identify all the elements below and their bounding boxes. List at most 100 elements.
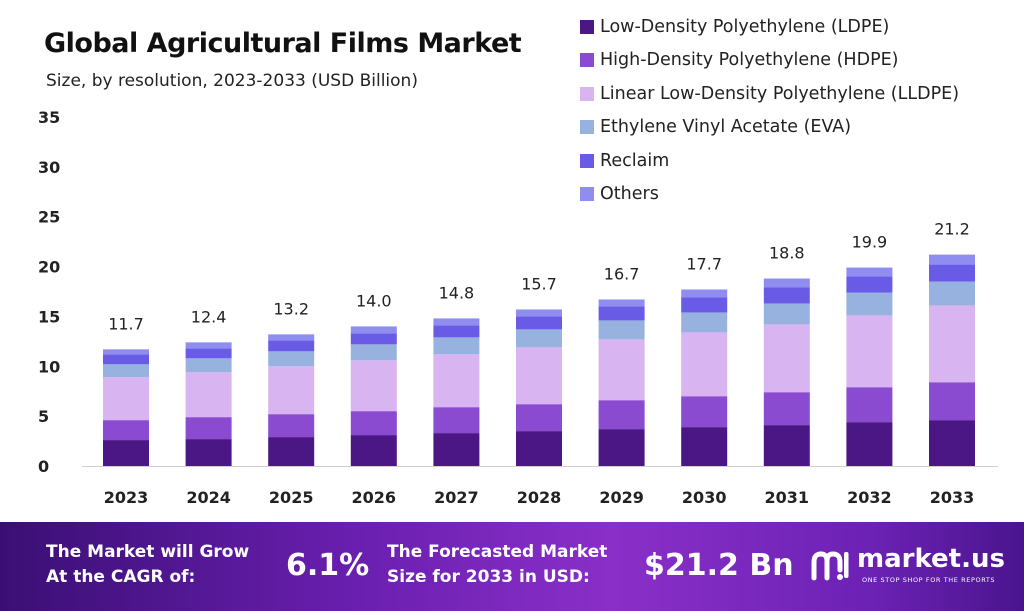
forecast-label: The Forecasted Market Size for 2033 in U…: [387, 540, 607, 590]
bar-segment-eva: [433, 337, 480, 355]
bar-segment-ldpe: [350, 435, 397, 466]
bar-segment-others: [681, 289, 728, 298]
total-data-label: 15.7: [521, 274, 557, 293]
bar-segment-ldpe: [846, 422, 893, 466]
bar-segment-eva: [185, 358, 232, 373]
bar-segment-hdpe: [929, 382, 975, 421]
bar-segment-reclaim: [929, 264, 975, 282]
bar-segment-reclaim: [350, 333, 397, 345]
bar-segment-ldpe: [103, 440, 149, 466]
bar-stack-2030: [681, 289, 728, 466]
bar-segment-ldpe: [598, 429, 645, 466]
y-tick-label: 10: [38, 357, 60, 376]
y-tick-label: 20: [38, 258, 60, 277]
bar-segment-reclaim: [846, 276, 893, 293]
total-data-label: 13.2: [273, 299, 309, 318]
bar-segment-hdpe: [763, 392, 810, 426]
bar-segment-reclaim: [516, 316, 562, 330]
legend-label: Linear Low-Density Polyethylene (LLDPE): [600, 83, 960, 104]
bar-segment-hdpe: [433, 407, 480, 434]
bar-segment-hdpe: [103, 420, 149, 441]
logo-text: market.us: [857, 544, 1005, 574]
bar-segment-eva: [681, 312, 728, 333]
bar-segment-lldpe: [681, 332, 728, 397]
bar-stack-2024: [185, 342, 232, 466]
bar-segment-lldpe: [846, 315, 893, 388]
cagr-label-line-1: The Market will Grow: [46, 542, 250, 562]
summary-banner: [0, 522, 1024, 611]
x-tick-label: 2023: [104, 488, 149, 507]
bar-segment-ldpe: [268, 437, 315, 466]
bar-segment-eva: [763, 303, 810, 325]
bar-segment-lldpe: [516, 347, 562, 405]
bar-segment-hdpe: [516, 404, 562, 432]
bar-segment-lldpe: [268, 366, 315, 415]
bar-segment-hdpe: [350, 411, 397, 436]
forecast-value: $21.2 Bn: [644, 548, 794, 583]
total-data-label: 12.4: [191, 307, 227, 326]
y-tick-label: 35: [38, 108, 60, 127]
bar-segment-eva: [350, 344, 397, 361]
x-tick-label: 2032: [847, 488, 892, 507]
y-tick-label: 25: [38, 208, 60, 227]
total-data-label: 11.7: [108, 314, 144, 333]
legend-swatch: [580, 86, 594, 101]
y-tick-label: 5: [38, 407, 49, 426]
bar-segment-others: [103, 349, 149, 355]
bar-segment-reclaim: [103, 354, 149, 365]
legend-label: Ethylene Vinyl Acetate (EVA): [600, 117, 852, 138]
chart-legend: Low-Density Polyethylene (LDPE) High-Dens…: [580, 10, 1020, 211]
bar-stack-2027: [433, 318, 480, 466]
total-data-label: 16.7: [604, 264, 640, 283]
legend-swatch: [580, 187, 594, 202]
total-data-label: 17.7: [686, 255, 722, 274]
y-tick-label: 30: [38, 158, 60, 177]
bar-segment-others: [268, 334, 315, 341]
bar-segment-reclaim: [185, 348, 232, 359]
market-us-logo-icon: [811, 551, 849, 581]
x-tick-label: 2024: [186, 488, 231, 507]
bar-stack-2028: [516, 309, 562, 466]
legend-item: Ethylene Vinyl Acetate (EVA): [580, 111, 1020, 145]
bar-segment-others: [516, 309, 562, 317]
cagr-label-line-2: At the CAGR of:: [46, 567, 196, 587]
bar-segment-others: [350, 326, 397, 334]
legend-label: High-Density Polyethylene (HDPE): [600, 50, 899, 71]
legend-item: High-Density Polyethylene (HDPE): [580, 44, 1020, 78]
bar-segment-eva: [846, 292, 893, 316]
legend-item: Linear Low-Density Polyethylene (LLDPE): [580, 77, 1020, 111]
bar-segment-reclaim: [763, 287, 810, 304]
bar-segment-lldpe: [185, 372, 232, 418]
legend-item: Reclaim: [580, 144, 1020, 178]
bar-segment-eva: [598, 320, 645, 340]
bar-segment-ldpe: [929, 420, 975, 466]
bar-segment-eva: [929, 281, 975, 306]
x-tick-label: 2028: [517, 488, 562, 507]
total-data-label: 21.2: [934, 220, 970, 239]
legend-label: Reclaim: [600, 150, 670, 171]
bar-segment-eva: [268, 351, 315, 367]
bar-segment-hdpe: [846, 387, 893, 423]
bar-segment-others: [185, 342, 232, 349]
bar-stack-2025: [268, 334, 315, 466]
total-data-label: 19.9: [852, 233, 888, 252]
bar-segment-others: [598, 299, 645, 307]
bar-segment-lldpe: [763, 324, 810, 393]
legend-label: Low-Density Polyethylene (LDPE): [600, 16, 890, 37]
x-tick-label: 2031: [765, 488, 810, 507]
total-data-label: 18.8: [769, 244, 805, 263]
bar-segment-ldpe: [763, 425, 810, 466]
cagr-value: 6.1%: [286, 548, 370, 583]
x-tick-label: 2029: [599, 488, 644, 507]
bar-stack-2032: [846, 267, 893, 466]
y-tick-label: 0: [38, 457, 49, 476]
x-tick-label: 2033: [930, 488, 975, 507]
bar-stack-2023: [103, 349, 149, 466]
bar-segment-eva: [103, 364, 149, 378]
legend-item: Others: [580, 178, 1020, 212]
legend-item: Low-Density Polyethylene (LDPE): [580, 10, 1020, 44]
bar-segment-reclaim: [433, 325, 480, 338]
bar-segment-hdpe: [268, 414, 315, 438]
x-tick-label: 2030: [682, 488, 727, 507]
legend-swatch: [580, 53, 594, 68]
